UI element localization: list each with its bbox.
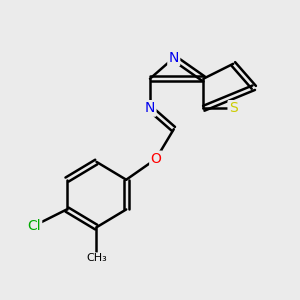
Text: N: N bbox=[145, 101, 155, 116]
Text: S: S bbox=[229, 101, 238, 116]
Text: Cl: Cl bbox=[27, 219, 41, 233]
Text: CH₃: CH₃ bbox=[86, 254, 107, 263]
Text: N: N bbox=[169, 51, 179, 65]
Text: O: O bbox=[151, 152, 161, 166]
